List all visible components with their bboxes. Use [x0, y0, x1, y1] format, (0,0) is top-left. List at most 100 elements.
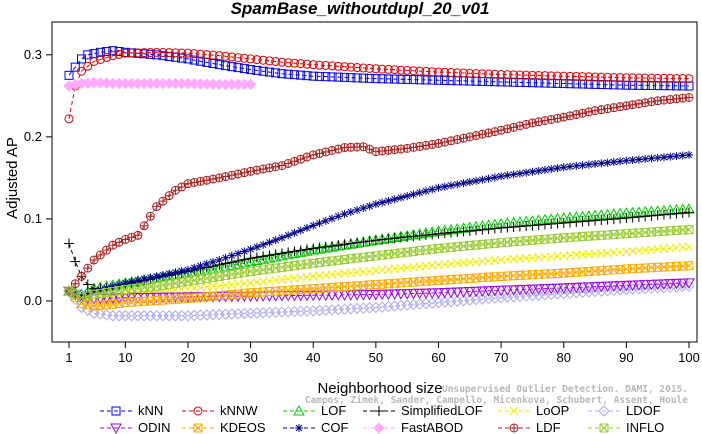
data-point-knn — [678, 81, 688, 91]
data-point-knnw — [127, 48, 137, 58]
data-point-simplifiedlof — [483, 224, 494, 235]
data-point-ldf — [358, 142, 368, 152]
data-point-cof — [183, 265, 192, 274]
data-point-knn — [628, 80, 638, 90]
data-point-simplifiedlof — [70, 256, 81, 267]
data-point-odin — [351, 290, 363, 301]
data-point-ldf — [509, 122, 519, 132]
data-point-odin — [601, 281, 614, 293]
data-point-knn — [671, 81, 681, 91]
data-point-knnw — [64, 114, 74, 124]
data-point-knnw — [546, 71, 556, 81]
plot-frame — [51, 21, 698, 343]
data-point-ldf — [114, 237, 124, 247]
data-point-knnw — [133, 48, 143, 58]
data-point-ldof — [432, 296, 445, 309]
citation-line-2: Campos, Zimek, Sander, Campello, Micenko… — [305, 395, 688, 406]
chart-title: SpamBase_withoutdupl_20_v01 — [231, 0, 490, 18]
data-point-ldof — [482, 292, 495, 305]
legend-item-lof: LOF — [283, 403, 346, 418]
data-point-knnw — [83, 61, 93, 71]
data-point-odin — [407, 288, 420, 300]
data-point-knnw — [365, 63, 375, 73]
data-point-ldof — [363, 302, 376, 314]
data-point-cof — [309, 221, 318, 230]
data-point-simplifiedlof — [395, 232, 406, 243]
data-point-knnw — [440, 67, 450, 77]
data-point-knn — [371, 74, 381, 84]
data-point-simplifiedlof — [665, 209, 676, 220]
data-point-knn — [390, 74, 400, 84]
data-point-knnw — [139, 48, 149, 58]
series-kdeos — [64, 261, 694, 311]
data-point-odin — [313, 290, 326, 302]
data-point-knnw — [684, 74, 694, 84]
data-point-knnw — [628, 73, 638, 83]
y-tick-label: 0.2 — [24, 129, 42, 144]
data-point-odin — [307, 290, 320, 302]
data-point-ldof — [376, 301, 388, 313]
data-point-cof — [440, 182, 449, 191]
data-point-cof — [465, 178, 474, 186]
data-point-knnw — [227, 52, 237, 62]
data-point-ldf — [603, 104, 613, 114]
data-point-cof — [653, 153, 662, 162]
y-tick-label: 0.1 — [24, 211, 42, 226]
data-point-knnw — [659, 73, 669, 83]
data-point-cof — [359, 204, 368, 213]
data-point-odin — [495, 285, 507, 297]
data-point-cof — [628, 156, 637, 165]
data-point-odin — [294, 290, 307, 302]
legend-marker-loop — [509, 406, 519, 416]
data-point-cof — [509, 170, 518, 179]
data-point-knnw — [264, 56, 274, 66]
data-point-knn — [540, 78, 550, 88]
data-point-cof — [202, 259, 211, 268]
legend-item-odin: ODIN — [100, 420, 171, 434]
data-point-ldf — [70, 279, 80, 289]
data-point-cof — [459, 179, 468, 188]
data-point-odin — [451, 287, 464, 299]
data-point-simplifiedlof — [402, 231, 413, 242]
data-point-ldf — [221, 172, 231, 182]
data-point-ldf — [127, 232, 137, 242]
data-point-simplifiedlof — [671, 208, 682, 219]
data-point-knn — [308, 71, 318, 81]
data-point-ldf — [327, 145, 337, 155]
legend-marker-ldf — [509, 423, 519, 433]
data-point-knn — [333, 72, 343, 82]
data-point-knnw — [89, 56, 99, 66]
legend-item-fastabod: FastABOD — [363, 420, 463, 434]
data-point-simplifiedlof — [646, 210, 657, 221]
series-loop — [64, 242, 694, 303]
data-point-odin — [426, 288, 439, 299]
data-point-odin — [532, 284, 545, 295]
legend-item-ldf: LDF — [498, 420, 561, 434]
data-point-knnw — [346, 62, 356, 72]
data-point-simplifiedlof — [446, 227, 457, 238]
data-point-odin — [551, 283, 564, 295]
data-point-odin — [482, 286, 495, 297]
data-point-cof — [591, 159, 600, 168]
data-point-odin — [582, 282, 595, 293]
legend-label-odin: ODIN — [138, 420, 171, 434]
data-point-simplifiedlof — [64, 238, 74, 249]
data-point-cof — [384, 196, 393, 205]
data-point-simplifiedlof — [308, 243, 319, 254]
data-point-knnw — [433, 67, 443, 77]
data-point-knn — [102, 47, 112, 57]
data-point-cof — [158, 271, 167, 280]
x-tick-label: 100 — [678, 350, 700, 365]
data-point-knn — [383, 74, 393, 84]
data-point-odin — [301, 290, 313, 302]
x-tick-label: 30 — [243, 350, 257, 365]
data-point-knnw — [327, 61, 337, 71]
data-point-knn — [546, 78, 556, 88]
data-point-knnw — [402, 65, 412, 75]
data-point-knnw — [490, 69, 500, 79]
data-point-simplifiedlof — [82, 279, 93, 290]
data-point-knn — [415, 75, 425, 85]
series-fastabod — [63, 77, 257, 92]
legend-marker-simplifiedlof — [374, 406, 384, 416]
data-point-knn — [421, 75, 431, 85]
